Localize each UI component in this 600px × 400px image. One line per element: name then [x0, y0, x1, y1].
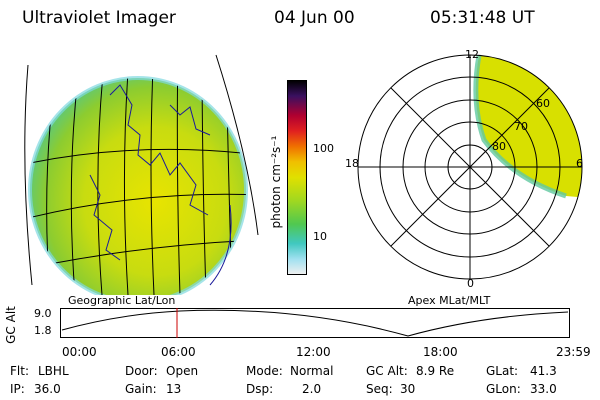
app-title: Ultraviolet Imager [22, 8, 176, 28]
glon-value: 33.0 [530, 382, 557, 396]
mode-value: Normal [290, 364, 334, 378]
flt-label: Flt: [10, 364, 29, 378]
mlt-label-18: 18 [345, 157, 359, 170]
polar-aurora-edge [473, 55, 567, 199]
geo-outer-lines [24, 54, 259, 286]
time-tick-0600: 06:00 [161, 345, 196, 359]
door-value: Open [166, 364, 199, 378]
altitude-ytick-bottom: 1.8 [34, 324, 52, 337]
altitude-ytick-top: 9.0 [34, 307, 52, 320]
altitude-ylabel: GC Alt [3, 306, 18, 344]
mlat-label-60: 60 [536, 97, 550, 110]
colorbar-gradient [287, 80, 307, 275]
dsp-label: Dsp: [246, 382, 274, 396]
polar-panel [357, 54, 583, 280]
colorbar-tick-100: 100 [313, 142, 334, 155]
polar-panel-label: Apex MLat/MLT [408, 294, 491, 307]
time-tick-1200: 12:00 [296, 345, 331, 359]
colorbar-tick-10: 10 [313, 230, 327, 243]
colorbar-unit-label: photon cm⁻²s⁻¹ [269, 135, 283, 229]
gcalt-label: GC Alt: [366, 364, 408, 378]
altitude-plot-frame [60, 308, 570, 338]
geo-disk-edge [28, 76, 248, 295]
altitude-plot [60, 308, 570, 338]
ip-label: IP: [10, 382, 25, 396]
coastline-outline [89, 84, 211, 261]
polar-grid [357, 54, 583, 280]
geo-panel-label: Geographic Lat/Lon [68, 294, 176, 307]
mlat-label-80: 80 [492, 140, 506, 153]
date-label: 04 Jun 00 [274, 8, 355, 28]
glat-label: GLat: [486, 364, 519, 378]
geo-disk-fill [30, 78, 246, 295]
ip-value: 36.0 [34, 382, 61, 396]
mlt-label-12: 12 [465, 48, 479, 61]
time-tick-2359: 23:59 [556, 345, 591, 359]
altitude-curve [61, 309, 569, 337]
colorbar [287, 80, 307, 275]
time-label: 05:31:48 UT [430, 8, 535, 28]
geographic-image-panel [24, 54, 259, 295]
mode-label: Mode: [246, 364, 283, 378]
mlt-label-6: 6 [576, 157, 583, 170]
door-label: Door: [125, 364, 158, 378]
time-tick-1800: 18:00 [423, 345, 458, 359]
gain-value: 13 [166, 382, 182, 396]
glat-value: 41.3 [530, 364, 557, 378]
seq-value: 30 [400, 382, 416, 396]
gain-label: Gain: [125, 382, 157, 396]
gcalt-value: 8.9 Re [416, 364, 455, 378]
mlat-label-70: 70 [514, 120, 528, 133]
flt-value: LBHL [38, 364, 69, 378]
glon-label: GLon: [486, 382, 521, 396]
time-tick-0000: 00:00 [62, 345, 97, 359]
mlt-label-0: 0 [467, 277, 474, 290]
seq-label: Seq: [366, 382, 393, 396]
dsp-value: 2.0 [302, 382, 322, 396]
